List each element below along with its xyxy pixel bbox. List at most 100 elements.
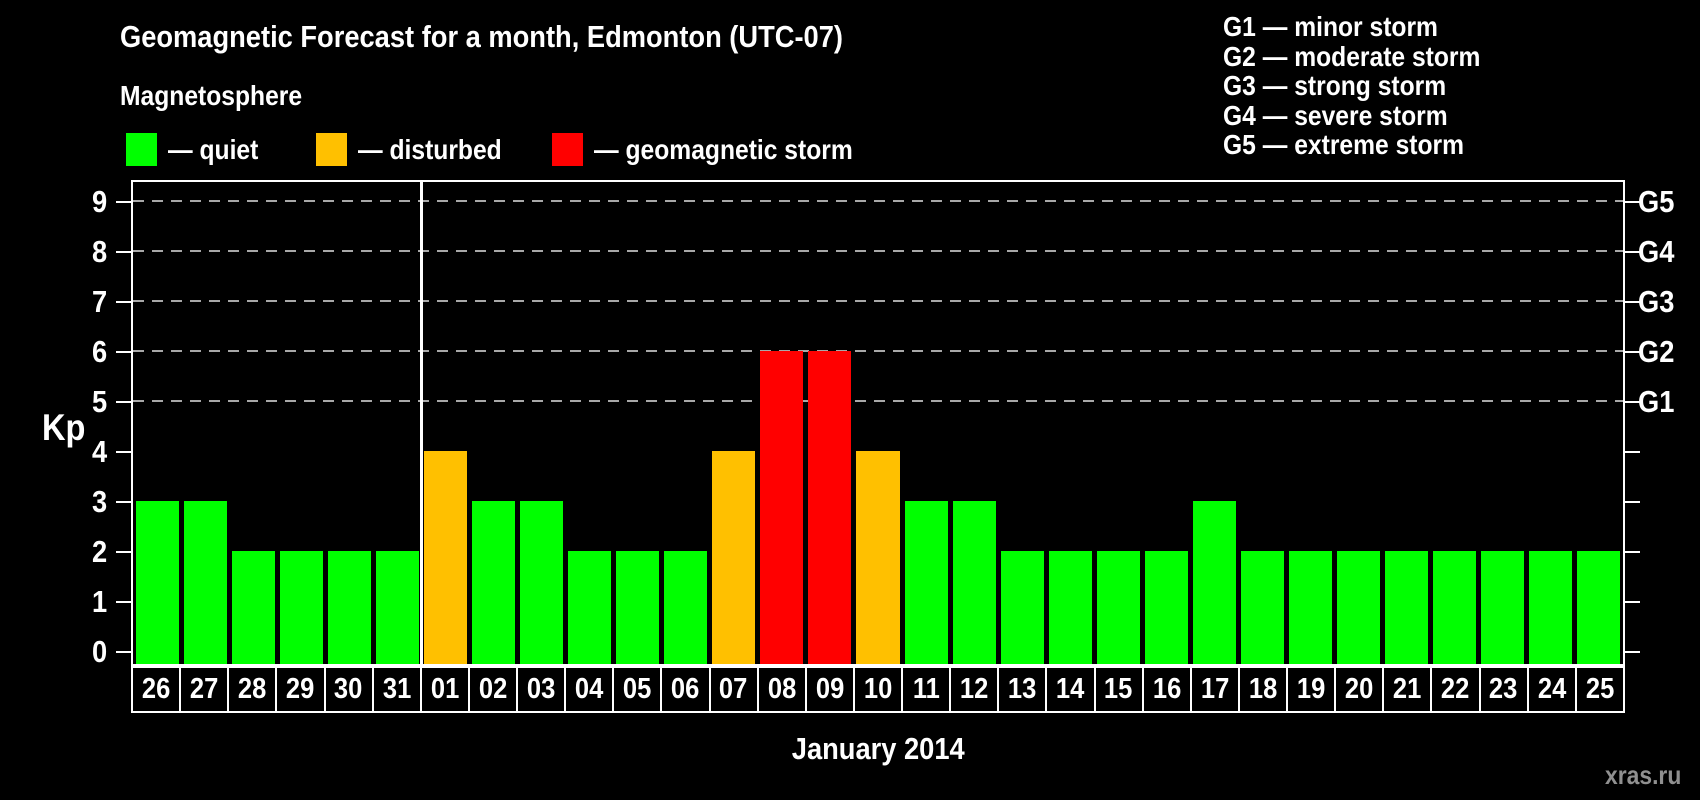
day-label-text: 30 [334,673,363,705]
disturbed-swatch-icon [316,133,347,166]
bar-day-02 [471,501,515,664]
day-label-text: 27 [189,673,219,705]
watermark: xras.ru [1605,760,1682,790]
bar-day-30 [327,551,371,664]
bar-day-23 [1481,551,1525,664]
y-tick-label-9: 9 [38,186,108,218]
right-tick-kp-4 [1625,451,1640,453]
bar-day-07 [712,451,756,664]
bar-day-18 [1240,551,1285,664]
storm-scale-item-g5: G5 — extreme storm [1223,129,1465,161]
left-tick-kp-1 [116,601,131,603]
left-tick-kp-3 [116,501,131,503]
bar-day-22 [1433,551,1477,664]
bar-day-13 [1000,551,1044,664]
legend-label-storm: — geomagnetic storm [594,134,853,165]
day-label-text: 21 [1393,673,1422,705]
x-axis-day-row: 26 27 28 29 30 31 01 02 03 04 05 06 07 08 09 10 11 12 13 14… [131,666,1625,713]
month-separator-line [419,182,423,664]
day-label-04: 04 [566,668,615,711]
day-label-22: 22 [1432,668,1481,711]
bar-day-16 [1144,551,1188,664]
y-tick-text: 4 [91,434,107,469]
right-tick-kp-7 [1625,301,1640,303]
g-scale-label-g5: G5 [1638,186,1700,218]
y-axis-label: Kp [42,407,86,448]
y-tick-text: 7 [91,284,107,319]
day-label-01: 01 [422,668,470,711]
left-tick-kp-4 [116,451,131,453]
bar-day-10 [856,451,900,664]
bar-day-20 [1337,551,1381,664]
day-label-text: 28 [238,673,267,705]
bar-day-26 [135,501,179,664]
day-label-12: 12 [951,668,1000,711]
y-tick-label-3: 3 [38,486,108,518]
left-tick-kp-2 [116,551,131,553]
day-label-text: 11 [912,673,940,705]
bar-day-25 [1577,551,1621,664]
gridline-kp-9 [133,200,1623,202]
quiet-swatch-icon [126,133,157,166]
day-label-text: 29 [286,673,315,705]
day-label-28: 28 [229,668,278,711]
bar-day-29 [279,551,323,664]
day-label-text: 09 [815,673,845,705]
day-label-text: 03 [526,673,556,705]
bar-day-04 [568,551,612,664]
day-label-19: 19 [1288,668,1337,711]
day-label-03: 03 [518,668,567,711]
g-scale-text: G4 [1638,234,1675,269]
day-label-text: 15 [1104,673,1133,705]
day-label-11: 11 [903,668,952,711]
y-tick-text: 9 [91,184,107,219]
day-label-text: 25 [1585,673,1615,705]
bar-day-15 [1096,551,1140,664]
bar-day-12 [952,501,996,664]
y-tick-text: 2 [91,534,107,569]
right-tick-kp-1 [1625,601,1640,603]
day-label-text: 14 [1056,673,1085,705]
g-scale-text: G5 [1638,184,1675,219]
g-scale-text: G3 [1638,284,1675,319]
y-tick-label-2: 2 [38,536,108,568]
x-axis-label: January 2014 [791,731,965,766]
left-tick-kp-9 [116,201,131,203]
right-tick-kp-3 [1625,501,1640,503]
day-label-21: 21 [1384,668,1433,711]
y-tick-text: 3 [91,484,107,519]
storm-scale-legend: G1 — minor storm G2 — moderate storm G3 … [1223,12,1516,160]
y-tick-text: 6 [91,334,107,369]
gridline-kp-8 [133,250,1623,252]
storm-scale-item-g2: G2 — moderate storm [1223,40,1481,72]
day-label-text: 24 [1537,673,1566,705]
day-label-16: 16 [1144,668,1192,711]
day-label-07: 07 [711,668,759,711]
day-label-09: 09 [807,668,855,711]
legend-label-disturbed: — disturbed [358,134,502,165]
g-scale-text: G2 [1638,334,1675,369]
y-tick-label-1: 1 [38,586,108,618]
left-tick-kp-5 [116,401,131,403]
bar-day-21 [1385,551,1429,664]
bar-day-28 [231,551,275,664]
day-label-text: 23 [1489,673,1518,705]
bar-day-09 [808,351,852,664]
storm-scale-item-g3: G3 — strong storm [1223,70,1447,102]
storm-scale-item-g4: G4 — severe storm [1223,99,1448,131]
bar-day-11 [904,501,948,664]
day-label-text: 18 [1248,673,1278,705]
day-label-text: 12 [959,673,989,705]
day-label-text: 06 [671,673,700,705]
day-label-text: 10 [863,673,893,705]
day-label-text: 26 [141,673,171,705]
bar-day-08 [760,351,804,664]
right-tick-kp-8 [1625,251,1640,253]
day-label-06: 06 [662,668,711,711]
right-tick-kp-6 [1625,351,1640,353]
day-label-text: 08 [767,673,796,705]
bar-day-01 [423,451,467,664]
bar-day-17 [1192,501,1236,664]
left-tick-kp-0 [116,651,131,653]
g-scale-text: G1 [1638,384,1675,419]
